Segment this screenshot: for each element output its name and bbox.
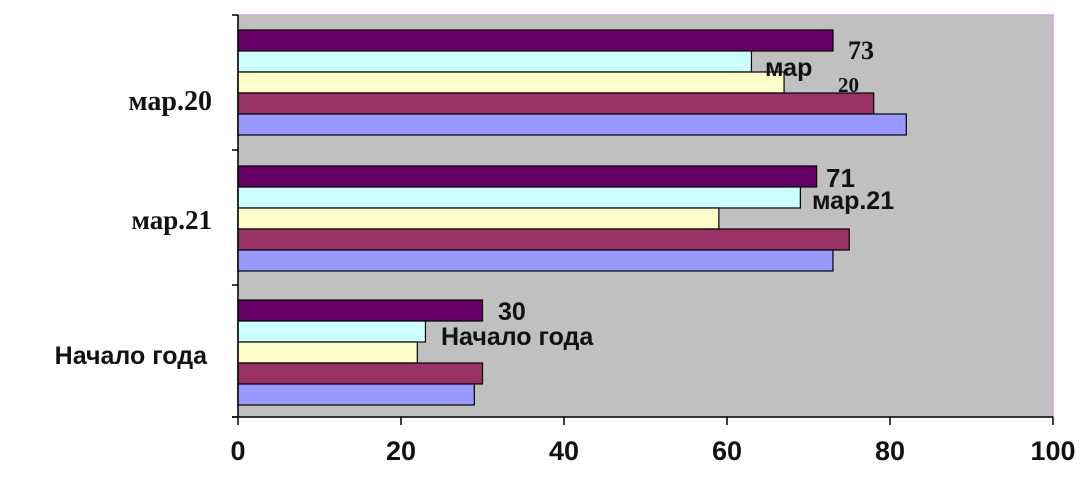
- x-tick-label-80: 80: [875, 436, 905, 466]
- bar-мар-21-series-3: [237, 207, 720, 230]
- bar-мар-21-series-5: [237, 249, 834, 272]
- bar-начало-года-series-4: [237, 362, 484, 385]
- annotation-value-mar21: 71: [826, 163, 855, 193]
- bar-мар-21-series-1: [237, 165, 818, 188]
- annotation-value-mar20: 73: [848, 36, 874, 65]
- annotation-value-start-of-year: 30: [498, 298, 526, 326]
- category-label-mar20: мар.20: [129, 86, 212, 117]
- category-label-start-of-year: Начало года: [55, 342, 208, 370]
- bar-начало-года-series-1: [237, 299, 484, 322]
- annotation-label-start-of-year: Начало года: [441, 323, 594, 351]
- bar-мар-20-series-4: [237, 92, 875, 115]
- x-tick-label-20: 20: [386, 436, 416, 466]
- category-label-mar21: мар.21: [132, 205, 212, 235]
- bar-мар-21-series-4: [237, 228, 850, 251]
- bar-мар-21-series-2: [237, 186, 801, 209]
- annotation-extra-mar20: 20: [838, 73, 859, 97]
- bar-мар-20-series-1: [237, 29, 834, 52]
- bar-начало-года-series-5: [237, 383, 475, 406]
- x-tick-label-0: 0: [230, 436, 245, 466]
- bar-мар-20-series-5: [237, 113, 907, 136]
- annotation-label-mar21: мар.21: [812, 187, 894, 215]
- bar-начало-года-series-2: [237, 320, 427, 343]
- bar-начало-года-series-3: [237, 341, 418, 364]
- x-tick-label-40: 40: [549, 436, 579, 466]
- x-tick-label-100: 100: [1030, 436, 1075, 466]
- x-tick-label-60: 60: [712, 436, 742, 466]
- bar-мар-20-series-3: [237, 71, 785, 94]
- annotation-label-mar20: мар: [765, 54, 812, 82]
- bar-мар-20-series-2: [237, 50, 753, 73]
